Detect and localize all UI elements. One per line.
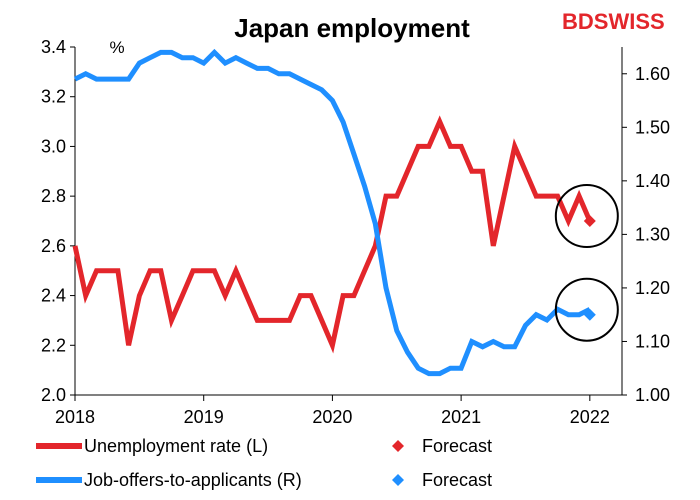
axes	[74, 47, 623, 396]
left-tick-label: 3.0	[41, 136, 66, 156]
left-tick-label: 2.0	[41, 385, 66, 405]
legend-jobs-forecast-diamond	[392, 474, 404, 486]
brand-logo-part1: BD	[562, 9, 594, 34]
legend: Unemployment rate (L) Forecast Job-offer…	[36, 436, 492, 490]
chart-title: Japan employment	[234, 13, 470, 43]
job-offers-line	[73, 48, 591, 377]
right-tick-label: 1.30	[635, 224, 670, 244]
annotation-circles	[554, 184, 619, 342]
left-axis-ticks: 2.0 2.2 2.4 2.6 2.8 3.0 3.2 3.4	[41, 37, 75, 405]
right-tick-label: 1.20	[635, 278, 670, 298]
annotation-circle	[554, 277, 619, 342]
right-tick-label: 1.00	[635, 385, 670, 405]
left-tick-label: 2.2	[41, 335, 66, 355]
right-tick-label: 1.50	[635, 117, 670, 137]
x-tick-label: 2022	[570, 407, 610, 427]
x-tick-label: 2019	[184, 407, 224, 427]
svg-text:BDSWISS: BDSWISS	[562, 9, 665, 34]
right-tick-label: 1.10	[635, 331, 670, 351]
x-tick-label: 2020	[312, 407, 352, 427]
brand-logo-part2: SWISS	[594, 9, 665, 34]
legend-unemployment-label: Unemployment rate (L)	[84, 436, 268, 456]
x-tick-label: 2018	[55, 407, 95, 427]
annotation-circle	[554, 184, 619, 248]
forecast-points	[583, 215, 596, 321]
legend-jobs-forecast-label: Forecast	[422, 470, 492, 490]
left-tick-label: 2.4	[41, 286, 66, 306]
left-tick-label: 2.6	[41, 236, 66, 256]
legend-unemployment-forecast-diamond	[392, 440, 404, 452]
left-axis-unit: %	[109, 38, 124, 57]
x-axis-ticks: 2018 2019 2020 2021 2022	[55, 395, 610, 427]
right-tick-label: 1.40	[635, 171, 670, 191]
x-tick-label: 2021	[441, 407, 481, 427]
left-tick-label: 3.4	[41, 37, 66, 57]
brand-logo: BDSWISS	[562, 9, 665, 34]
right-axis-ticks: 1.00 1.10 1.20 1.30 1.40 1.50 1.60	[622, 64, 670, 405]
job-offers-forecast-point	[583, 308, 596, 321]
series-lines	[72, 48, 593, 377]
right-tick-label: 1.60	[635, 64, 670, 84]
left-tick-label: 3.2	[41, 87, 66, 107]
legend-unemployment-forecast-label: Forecast	[422, 436, 492, 456]
left-tick-label: 2.8	[41, 186, 66, 206]
unemployment-forecast-point	[583, 215, 596, 227]
legend-jobs-label: Job-offers-to-applicants (R)	[84, 470, 302, 490]
unemployment-rate-line	[72, 115, 593, 354]
